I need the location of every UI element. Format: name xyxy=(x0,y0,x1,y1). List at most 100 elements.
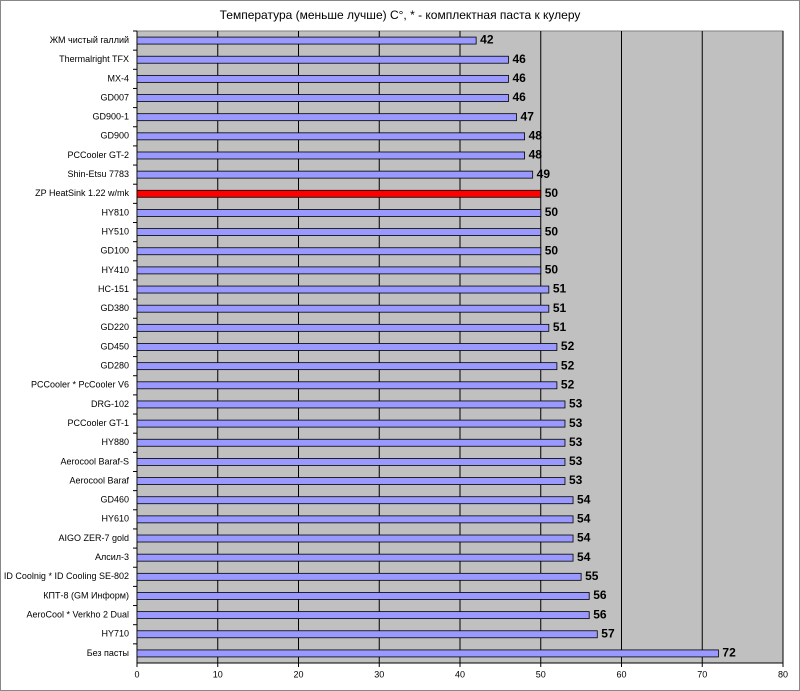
y-tick-label: GD100 xyxy=(100,246,129,256)
y-tick-label: PCCooler GT-1 xyxy=(67,418,129,428)
value-label: 51 xyxy=(553,320,567,334)
bar xyxy=(136,381,558,390)
value-label: 46 xyxy=(512,71,526,85)
value-label: 50 xyxy=(545,186,559,200)
y-tick-label: ZP HeatSink 1.22 w/mk xyxy=(35,188,129,198)
value-label: 52 xyxy=(561,339,575,353)
y-tick-label: HY410 xyxy=(101,265,129,275)
value-label: 51 xyxy=(553,282,567,296)
value-label: 50 xyxy=(545,263,559,277)
value-label: 54 xyxy=(577,550,591,564)
y-tick-label: HY810 xyxy=(101,207,129,217)
value-label: 50 xyxy=(545,243,559,257)
y-tick-label: GD900-1 xyxy=(92,112,129,122)
y-tick-label: HY880 xyxy=(101,437,129,447)
value-label: 56 xyxy=(593,607,607,621)
bar xyxy=(136,343,558,351)
chart-title: Температура (меньше лучше) С°, * - компл… xyxy=(220,8,581,22)
y-tick-label: PCCooler GT-2 xyxy=(67,150,129,160)
value-label: 56 xyxy=(593,588,607,602)
y-tick-label: AIGO ZER-7 gold xyxy=(58,533,129,543)
y-tick-label: MX-4 xyxy=(107,73,129,83)
value-label: 48 xyxy=(529,148,543,162)
bar xyxy=(136,477,566,485)
value-label: 49 xyxy=(537,167,551,181)
value-label: 53 xyxy=(569,454,583,468)
bar xyxy=(136,209,542,217)
bar xyxy=(136,496,574,505)
y-tick-label: ID Coolnig * ID Cooling SE-802 xyxy=(4,571,129,581)
y-tick-label: GD280 xyxy=(100,361,129,371)
bar xyxy=(136,266,542,275)
value-label: 54 xyxy=(577,492,591,506)
y-tick-label: PCCooler * PcCooler V6 xyxy=(31,380,129,390)
bar xyxy=(136,36,477,45)
bar xyxy=(136,323,550,332)
value-label: 47 xyxy=(521,109,535,123)
value-label: 53 xyxy=(569,435,583,449)
value-label: 53 xyxy=(569,397,583,411)
y-tick-label: HY710 xyxy=(101,629,129,639)
bar xyxy=(136,534,574,543)
x-tick-label: 30 xyxy=(374,669,384,679)
y-tick-label: Без пасты xyxy=(87,648,129,658)
value-label: 50 xyxy=(545,205,559,219)
value-label: 42 xyxy=(480,33,494,47)
bar xyxy=(136,419,566,428)
y-tick-label: Aerocool Baraf-S xyxy=(60,456,129,466)
x-tick-label: 20 xyxy=(293,669,303,679)
bar xyxy=(136,649,719,658)
x-tick-label: 60 xyxy=(616,669,626,679)
value-label: 54 xyxy=(577,512,591,526)
y-tick-label: GD900 xyxy=(100,131,129,141)
y-tick-label: GD220 xyxy=(100,322,129,332)
bar xyxy=(136,285,550,294)
y-tick-label: КПТ-8 (GM Информ) xyxy=(43,590,129,600)
y-tick-label: Shin-Etsu 7783 xyxy=(67,169,129,179)
value-label: 48 xyxy=(529,129,543,143)
y-tick-label: Алсил-3 xyxy=(95,552,129,562)
value-label: 46 xyxy=(512,52,526,66)
bar xyxy=(136,515,574,524)
y-tick-label: HC-151 xyxy=(98,284,129,294)
x-tick-label: 40 xyxy=(455,669,465,679)
bar xyxy=(136,247,542,256)
y-tick-label: ЖМ чистый галлий xyxy=(50,35,129,45)
value-label: 52 xyxy=(561,377,575,391)
bar xyxy=(136,400,566,409)
value-label: 51 xyxy=(553,301,567,315)
y-tick-label: Aerocool Baraf xyxy=(69,475,129,485)
bar xyxy=(136,362,558,371)
value-label: 55 xyxy=(585,569,599,583)
value-label: 57 xyxy=(601,626,615,640)
bar xyxy=(136,438,566,447)
y-tick-label: HY510 xyxy=(101,226,129,236)
x-tick-label: 50 xyxy=(536,669,546,679)
bar xyxy=(136,55,509,64)
x-tick-label: 10 xyxy=(213,669,223,679)
bar xyxy=(136,572,582,581)
y-tick-label: DRG-102 xyxy=(91,399,129,409)
value-label: 53 xyxy=(569,473,583,487)
bar xyxy=(136,553,574,562)
bar xyxy=(136,151,526,160)
bar xyxy=(136,113,517,122)
value-label: 46 xyxy=(512,90,526,104)
y-tick-label: Thermalright TFX xyxy=(59,54,129,64)
bar xyxy=(136,74,509,83)
bar xyxy=(136,304,550,313)
bar xyxy=(136,458,566,466)
bar xyxy=(136,592,590,600)
bar xyxy=(136,630,598,639)
x-tick-label: 70 xyxy=(697,669,707,679)
value-label: 52 xyxy=(561,358,575,372)
bar xyxy=(136,132,526,141)
y-tick-label: AeroCool * Verkho 2 Dual xyxy=(26,609,129,619)
y-tick-label: GD450 xyxy=(100,341,129,351)
bar xyxy=(136,611,590,620)
bar xyxy=(136,170,534,179)
value-label: 72 xyxy=(722,646,736,660)
value-label: 50 xyxy=(545,224,559,238)
x-tick-label: 80 xyxy=(778,669,788,679)
